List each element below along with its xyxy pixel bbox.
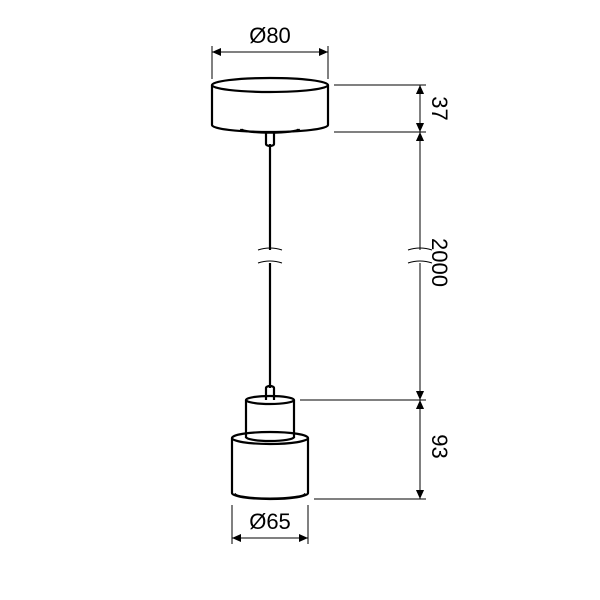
lamp-neck-top <box>246 396 294 404</box>
label-h-lamp: 93 <box>427 434 452 458</box>
canopy-top <box>212 78 328 92</box>
label-top-diameter: Ø80 <box>249 23 291 48</box>
label-h-cord: 2000 <box>427 238 452 287</box>
label-bottom-diameter: Ø65 <box>249 509 291 534</box>
label-h-canopy: 37 <box>427 96 452 120</box>
